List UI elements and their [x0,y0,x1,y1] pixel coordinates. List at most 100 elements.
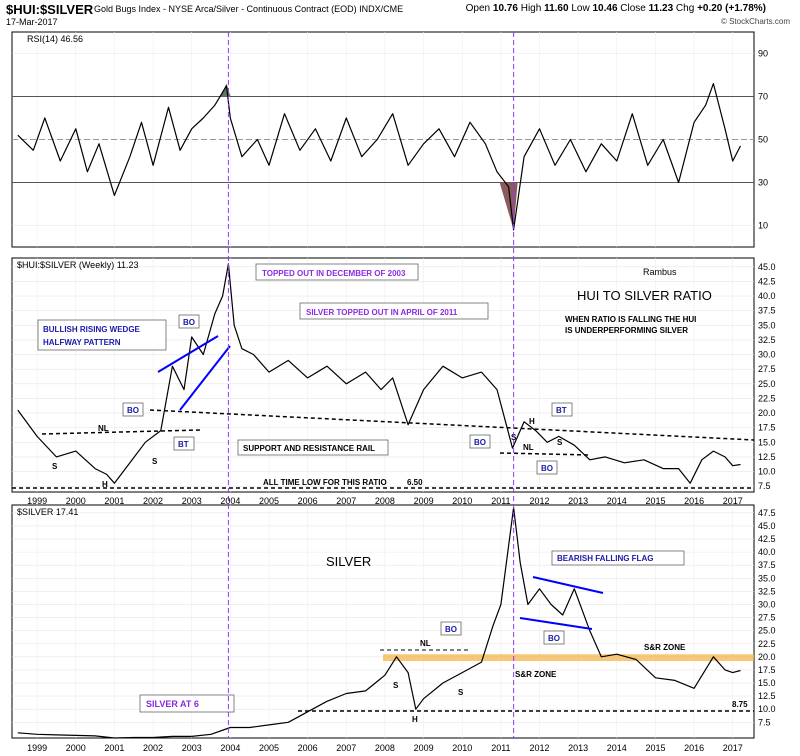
rambus-label: Rambus [643,267,677,277]
x-tick-label: 2005 [259,496,279,506]
y-tick-label: 70 [758,92,768,102]
y-tick-label: 12.5 [758,452,776,462]
flag-lower-line [519,617,593,630]
x-tick-label: 2002 [143,496,163,506]
chg-value: +0.20 (+1.78%) [697,3,766,14]
y-tick-label: 25.0 [758,626,776,636]
x-tick-label: 2015 [645,743,665,753]
x-tick-label: 2014 [607,496,627,506]
y-tick-label: 20.0 [758,408,776,418]
h-label-2012: H [529,417,535,426]
x-tick-label: 2016 [684,743,704,753]
y-tick-label: 17.5 [758,665,776,675]
bt-label-left: BT [178,440,189,449]
y-tick-label: 10.0 [758,704,776,714]
rsi-legend: RSI(14) 46.56 [27,34,83,44]
symbol-title: $HUI:$SILVER [6,2,94,17]
x-tick-label: 2013 [568,496,588,506]
x-tick-label: 2007 [336,496,356,506]
x-tick-label: 2004 [220,496,240,506]
x-tick-label: 2006 [298,743,318,753]
silver-title: SILVER [326,554,371,569]
silver-series-line [17,507,741,739]
y-tick-label: 27.5 [758,613,776,623]
s-label-left-2: S [152,457,158,466]
x-tick-label: 2003 [182,496,202,506]
neckline-left [41,429,201,435]
close-value: 11.23 [648,3,674,14]
silver-8-75-label: 8.75 [732,700,748,709]
x-tick-label: 2013 [568,743,588,753]
bo-label-2011: BO [474,438,486,447]
y-tick-label: 37.5 [758,560,776,570]
x-tick-label: 2002 [143,743,163,753]
axis-layer: 10 30 50 70 90 7.5 10.0 12.5 15.0 17.5 20.0 22.5 25.… [27,32,776,753]
bo-label-2013: BO [541,464,553,473]
x-tick-label: 2017 [723,496,743,506]
y-tick-label: 7.5 [758,481,771,491]
silver-at-6-box [139,694,235,713]
bo-box-flag [543,630,565,645]
sr-zone-label-lower: S&R ZONE [515,670,557,679]
open-value: 10.76 [492,3,518,14]
y-tick-label: 22.5 [758,639,776,649]
x-tick-label: 2001 [104,743,124,753]
wedge-lower-line [179,345,231,411]
x-tick-label: 2011 [491,496,510,506]
x-tick-label: 2014 [607,743,627,753]
ohlc-readout: Open 10.76 High 11.60 Low 10.46 Close 11… [466,3,766,14]
bearish-flag-box [551,550,685,566]
bo-box-left [122,402,144,417]
support-rail-label: SUPPORT AND RESISTANCE RAIL [243,444,375,453]
s-label-left-1: S [52,462,58,471]
x-tick-label: 2011 [491,743,510,753]
atl-value-label: 6.50 [407,478,423,487]
silver-topped-2011-label: SILVER TOPPED OUT IN APRIL OF 2011 [306,308,458,317]
flag-upper-line [532,576,604,594]
rsi-series-line [17,82,742,231]
y-tick-label: 17.5 [758,423,776,433]
y-tick-label: 30.0 [758,350,776,360]
bt-box-2012 [551,402,573,417]
bo-label-left: BO [127,406,139,415]
h-label-left: H [102,480,108,489]
x-tick-label: 2005 [259,743,279,753]
y-tick-label: 42.5 [758,276,776,286]
high-value: 11.60 [544,3,569,14]
y-tick-label: 12.5 [758,691,776,701]
x-tick-label: 2012 [530,496,550,506]
silver-legend: $SILVER 17.41 [17,507,78,517]
support-resistance-rail [149,409,755,441]
open-label: Open [465,3,491,14]
bt-box-left [173,436,195,451]
y-tick-label: 30 [758,178,768,188]
x-tick-label: 2009 [414,496,434,506]
y-tick-label: 35.0 [758,573,776,583]
silver-topped-2011-box [299,302,489,320]
y-tick-label: 45.0 [758,521,776,531]
topped-2003-box [255,263,419,281]
s-label-2011: S [511,433,517,442]
sr-zone-band [383,654,754,662]
overlay-layer: Rambus HUI TO SILVER RATIO WHEN RATIO IS… [12,34,755,724]
x-tick-label: 2003 [182,743,202,753]
x-tick-label: 2008 [375,743,395,753]
series-layer [17,82,742,739]
bo-box-silver [440,621,462,636]
y-tick-label: 42.5 [758,534,776,544]
bo-box-2011 [469,434,491,449]
y-tick-label: 47.5 [758,508,776,518]
wedge-label-box [37,319,167,351]
bo-box-2013 [536,460,558,475]
ratio-legend: $HUI:$SILVER (Weekly) 11.23 [17,260,139,270]
low-label: Low [571,3,590,14]
x-tick-label: 2008 [375,496,395,506]
silver-at-6-label: SILVER AT 6 [146,699,199,709]
low-value: 10.46 [592,3,618,14]
x-tick-label: 1999 [27,743,47,753]
y-tick-label: 40.0 [758,291,776,301]
x-tick-label: 1999 [27,496,47,506]
x-tick-label: 2000 [66,743,86,753]
all-time-low-label: ALL TIME LOW FOR THIS RATIO [263,478,387,487]
